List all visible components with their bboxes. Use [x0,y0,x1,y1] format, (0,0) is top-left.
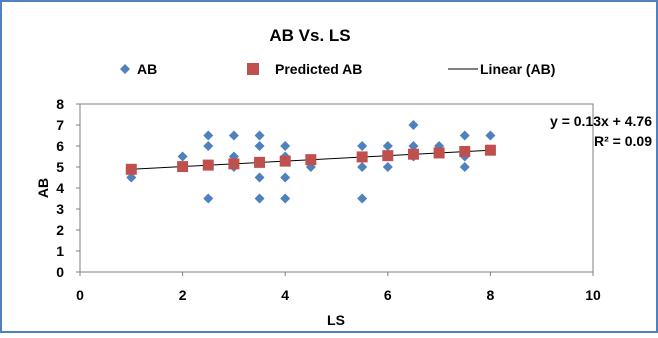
ab-point [280,193,291,204]
y-tick-label: 7 [56,117,64,133]
ab-point [254,172,265,183]
ab-point [228,130,239,141]
ab-point [357,162,368,172]
ab-point [203,130,214,141]
x-tick-label: 6 [384,287,392,303]
ab-point [203,141,214,151]
x-tick-label: 10 [585,287,601,303]
y-tick-label: 6 [56,138,64,154]
ab-point [408,141,419,151]
trendline-r-squared: R² = 0.09 [594,133,652,149]
predicted-ab-point [407,148,419,160]
ab-point [254,130,265,141]
x-tick-label: 0 [76,287,84,303]
x-tick-label: 8 [487,287,495,303]
ab-point [485,130,496,141]
predicted-ab-point [125,163,137,175]
predicted-ab-point [382,150,394,162]
y-axis-label: AB [35,178,51,198]
ab-point [459,162,470,172]
x-tick-label: 4 [281,287,289,303]
chart-title: AB Vs. LS [269,26,350,45]
ab-point [203,193,214,204]
axis-ticks: 0 1 2 3 4 5 6 7 8 0 2 4 6 8 10 [56,96,601,303]
predicted-ab-point [279,155,291,167]
y-tick-label: 4 [56,180,64,196]
predicted-ab-point [459,145,471,157]
ab-point [382,162,393,172]
ab-point [126,172,137,183]
predicted-ab-points [125,144,496,175]
y-tick-label: 1 [56,243,64,259]
predicted-ab-point [433,147,445,159]
y-tick-label: 2 [56,222,64,238]
legend-label-linear-ab: Linear (AB) [480,61,555,77]
ab-point [254,141,265,151]
trendline-equation: y = 0.13x + 4.76 [550,113,652,129]
legend-label-predicted-ab: Predicted AB [275,61,362,77]
ab-point [357,193,368,204]
predicted-ab-point [177,161,189,173]
legend-marker-predicted-ab [247,63,259,75]
y-tick-label: 0 [56,264,64,280]
y-tick-label: 3 [56,201,64,217]
ab-point [254,193,265,204]
ab-point [280,172,291,183]
plot-area [79,103,594,273]
ab-point [357,141,368,151]
ab-point [459,130,470,141]
ab-point [408,120,419,130]
predicted-ab-point [202,159,214,171]
predicted-ab-point [305,154,317,166]
y-tick-label: 8 [56,96,64,112]
ab-point [177,151,188,162]
legend-marker-ab [120,64,130,74]
legend: AB Predicted AB Linear (AB) [120,61,555,77]
ab-point [382,141,393,151]
predicted-ab-point [228,158,240,170]
x-axis-label: LS [327,312,345,328]
predicted-ab-point [356,151,368,163]
y-tick-label: 5 [56,159,64,175]
legend-label-ab: AB [137,61,157,77]
predicted-ab-point [484,144,496,156]
predicted-ab-point [254,156,266,168]
x-tick-label: 2 [179,287,187,303]
ab-point [280,141,291,151]
